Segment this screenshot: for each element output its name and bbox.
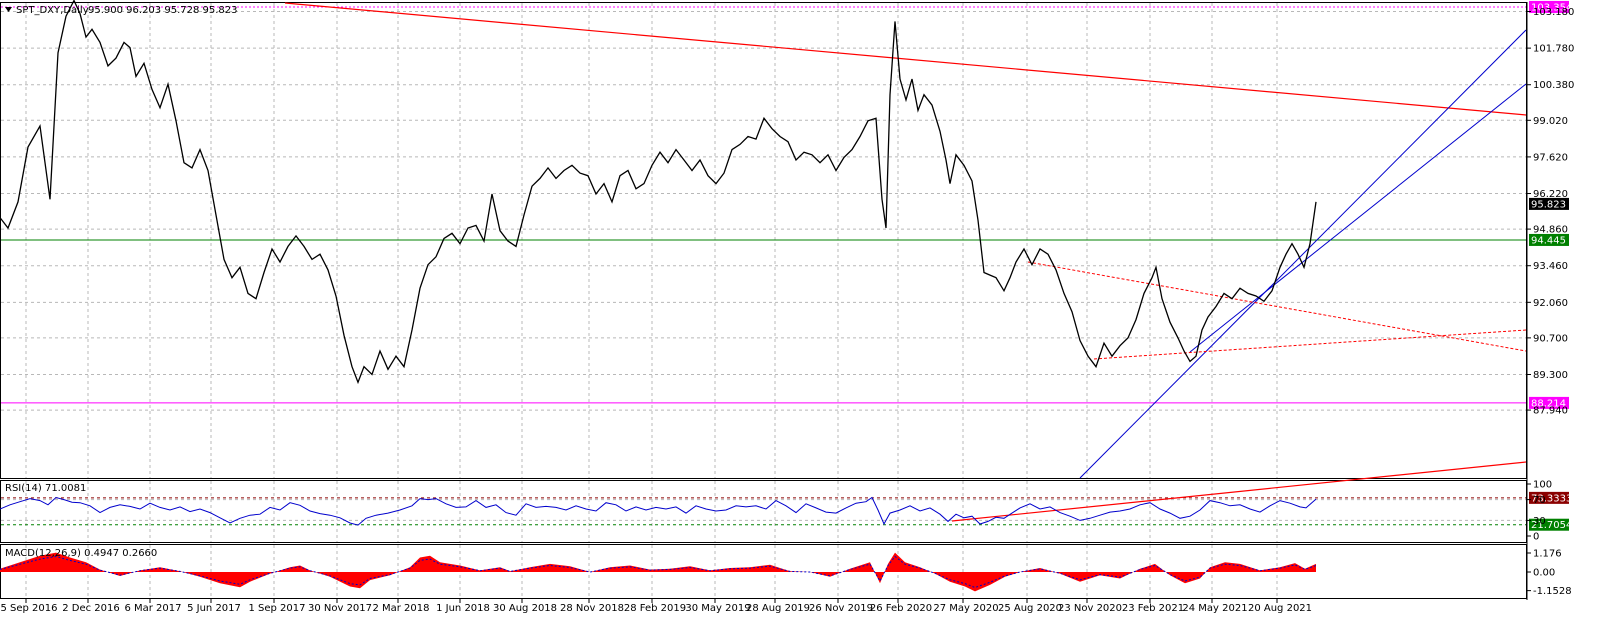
price-tag-label: 95.823 xyxy=(1531,199,1566,210)
x-tick-label: 5 Sep 2016 xyxy=(0,603,57,614)
x-tick-label: 23 Feb 2021 xyxy=(1122,603,1184,614)
y-tick-label: 0.00 xyxy=(1533,568,1555,579)
x-tick-label: 26 Nov 2019 xyxy=(809,603,873,614)
price-tag-label: 103.354 xyxy=(1531,2,1572,13)
red-dashed-wedge-lower xyxy=(1093,329,1527,360)
y-tick-label: 93.460 xyxy=(1533,261,1568,272)
x-tick-label: 28 Nov 2018 xyxy=(560,603,624,614)
macd-title: MACD(12,26,9) 0.4947 0.2660 xyxy=(5,548,157,559)
y-tick-label: 87.940 xyxy=(1533,406,1568,417)
symbol-arrow-icon xyxy=(5,7,12,12)
rsi-pane[interactable] xyxy=(0,480,1527,543)
macd-histogram xyxy=(0,552,1316,592)
x-tick-label: 23 Nov 2020 xyxy=(1058,603,1122,614)
x-axis-labels: 5 Sep 2016 2 Dec 2016 6 Mar 2017 5 Jun 2017… xyxy=(0,599,1312,614)
rsi-trend-line xyxy=(951,461,1527,522)
price-tag-label: 94.445 xyxy=(1531,235,1566,246)
price-line xyxy=(0,0,1317,385)
x-tick-label: 30 May 2019 xyxy=(685,603,750,614)
y-tick-label: 89.300 xyxy=(1533,370,1568,381)
price-tags: 103.354 95.823 94.445 88.214 73.3333 21.7054 xyxy=(1529,0,1572,531)
x-tick-label: 1 Sep 2017 xyxy=(248,603,305,614)
price-tag xyxy=(1529,197,1569,210)
red-dashed-wedge-upper xyxy=(1027,261,1527,352)
y-tick-label: 100 xyxy=(1533,480,1552,491)
price-tag xyxy=(1529,396,1569,409)
rsi-title: RSI(14) 71.0081 xyxy=(5,483,86,494)
y-tick-label: 90.700 xyxy=(1533,333,1568,344)
y-tick-label: 97.620 xyxy=(1533,152,1568,163)
blue-channel-upper xyxy=(1079,29,1527,479)
price-pane[interactable] xyxy=(0,2,1527,479)
y-axis-labels: 104.540103.180101.780100.38099.02097.620… xyxy=(1527,7,1574,597)
x-tick-label: 24 May 2021 xyxy=(1182,603,1247,614)
x-tick-label: 5 Jun 2017 xyxy=(187,603,241,614)
red-trend-line xyxy=(284,2,1527,116)
x-tick-label: 30 Nov 2017 xyxy=(308,603,372,614)
macd-signal-line xyxy=(0,555,1317,589)
rsi-tag-label: 73.3333 xyxy=(1531,493,1572,504)
y-tick-label: 30 xyxy=(1533,516,1546,527)
x-tick-label: 25 Aug 2020 xyxy=(998,603,1062,614)
x-tick-label: 27 May 2020 xyxy=(933,603,998,614)
y-tick-label: 94.860 xyxy=(1533,225,1568,236)
symbol-info: SPT_DXY,Daily xyxy=(16,5,89,16)
series-layer xyxy=(0,0,1317,592)
x-tick-label: 1 Jun 2018 xyxy=(436,603,490,614)
rsi-tag-label: 21.7054 xyxy=(1531,520,1572,531)
price-tag-label: 88.214 xyxy=(1531,398,1566,409)
price-tag xyxy=(1529,233,1569,246)
x-tick-label: 26 Feb 2020 xyxy=(870,603,932,614)
ohlc-values: 95.900 96.203 95.728 95.823 xyxy=(88,5,238,16)
x-tick-label: 28 Feb 2019 xyxy=(624,603,686,614)
y-tick-label: 0 xyxy=(1533,532,1539,543)
y-tick-label: 92.060 xyxy=(1533,298,1568,309)
rsi-tag xyxy=(1529,518,1569,531)
y-tick-label: 101.780 xyxy=(1533,44,1574,55)
y-tick-label: 96.220 xyxy=(1533,189,1568,200)
x-tick-label: 2 Mar 2018 xyxy=(372,603,429,614)
y-tick-label: 70 xyxy=(1533,495,1546,506)
x-tick-label: 30 Aug 2018 xyxy=(493,603,557,614)
y-tick-label: 100.380 xyxy=(1533,80,1574,91)
x-tick-label: 2 Dec 2016 xyxy=(62,603,120,614)
price-tag xyxy=(1529,0,1569,13)
y-tick-label: 1.176 xyxy=(1533,549,1562,560)
y-tick-label: 103.180 xyxy=(1533,7,1574,18)
trend-drawings xyxy=(1,2,1527,526)
blue-channel-lower xyxy=(1189,83,1527,353)
rsi-line xyxy=(0,496,1317,526)
rsi-tag xyxy=(1529,491,1569,504)
x-tick-label: 20 Aug 2021 xyxy=(1248,603,1312,614)
y-tick-label: 99.020 xyxy=(1533,116,1568,127)
x-tick-label: 28 Aug 2019 xyxy=(746,603,810,614)
x-tick-label: 6 Mar 2017 xyxy=(124,603,181,614)
y-tick-label: -1.1528 xyxy=(1533,586,1572,597)
